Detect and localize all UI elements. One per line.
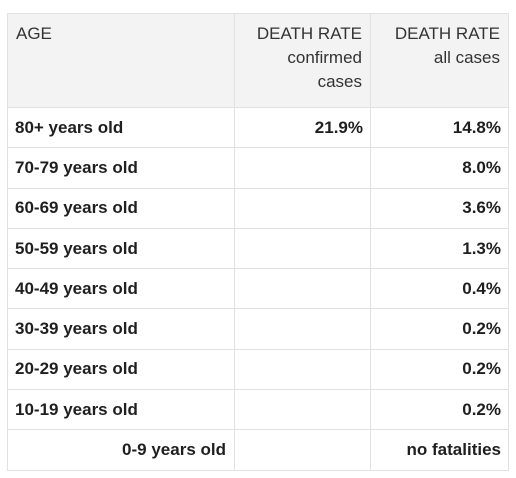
- death-rate-confirmed-cell: [234, 308, 371, 350]
- death-rate-confirmed-cell: [234, 348, 371, 391]
- table-row: 70-79 years old 8.0%: [7, 147, 509, 189]
- death-rate-confirmed-cell: [234, 147, 371, 189]
- death-rate-all-cell: 1.3%: [370, 227, 509, 270]
- header-age: AGE: [7, 13, 235, 108]
- death-rate-all-cell: 3.6%: [370, 187, 509, 229]
- age-cell: 20-29 years old: [7, 348, 235, 391]
- table-row: 40-49 years old 0.4%: [7, 268, 509, 310]
- death-rate-all-cell: 0.2%: [370, 308, 509, 350]
- death-rate-table-container: AGE DEATH RATE confirmed cases DEATH RAT…: [7, 13, 509, 471]
- death-rate-all-cell: 14.8%: [370, 106, 509, 149]
- death-rate-all-cell: 0.2%: [370, 348, 509, 391]
- age-cell: 40-49 years old: [7, 268, 235, 310]
- age-cell: 70-79 years old: [7, 147, 235, 189]
- table-row: 80+ years old 21.9% 14.8%: [7, 106, 509, 149]
- table-row: 60-69 years old 3.6%: [7, 187, 509, 229]
- table-row: 20-29 years old 0.2%: [7, 348, 509, 391]
- death-rate-confirmed-cell: [234, 268, 371, 310]
- death-rate-all-cell: 0.2%: [370, 389, 509, 431]
- header-death-rate-all: DEATH RATE all cases: [370, 13, 509, 108]
- header-death-rate-all-title: DEATH RATE: [394, 24, 500, 43]
- death-rate-all-cell: 0.4%: [370, 268, 509, 310]
- table-row: 0-9 years old no fatalities: [7, 429, 509, 471]
- death-rate-all-cell: no fatalities: [370, 429, 509, 471]
- header-death-rate-confirmed: DEATH RATE confirmed cases: [234, 13, 371, 108]
- age-cell: 80+ years old: [7, 106, 235, 149]
- age-cell: 30-39 years old: [7, 308, 235, 350]
- table-row: 30-39 years old 0.2%: [7, 308, 509, 350]
- table-row: 50-59 years old 1.3%: [7, 227, 509, 270]
- header-death-rate-confirmed-subtitle: confirmed cases: [287, 48, 362, 91]
- death-rate-confirmed-cell: [234, 187, 371, 229]
- age-cell: 0-9 years old: [7, 429, 235, 471]
- header-death-rate-all-subtitle: all cases: [433, 48, 500, 67]
- death-rate-confirmed-cell: 21.9%: [234, 106, 371, 149]
- age-cell: 10-19 years old: [7, 389, 235, 431]
- age-cell: 50-59 years old: [7, 227, 235, 270]
- header-death-rate-confirmed-title: DEATH RATE: [256, 24, 362, 43]
- age-cell: 60-69 years old: [7, 187, 235, 229]
- death-rate-confirmed-cell: [234, 429, 371, 471]
- table-body: 80+ years old 21.9% 14.8% 70-79 years ol…: [7, 106, 509, 471]
- death-rate-all-cell: 8.0%: [370, 147, 509, 189]
- header-row: AGE DEATH RATE confirmed cases DEATH RAT…: [7, 13, 509, 108]
- death-rate-table: AGE DEATH RATE confirmed cases DEATH RAT…: [7, 13, 509, 471]
- death-rate-confirmed-cell: [234, 227, 371, 270]
- table-header: AGE DEATH RATE confirmed cases DEATH RAT…: [7, 13, 509, 108]
- table-row: 10-19 years old 0.2%: [7, 389, 509, 431]
- death-rate-confirmed-cell: [234, 389, 371, 431]
